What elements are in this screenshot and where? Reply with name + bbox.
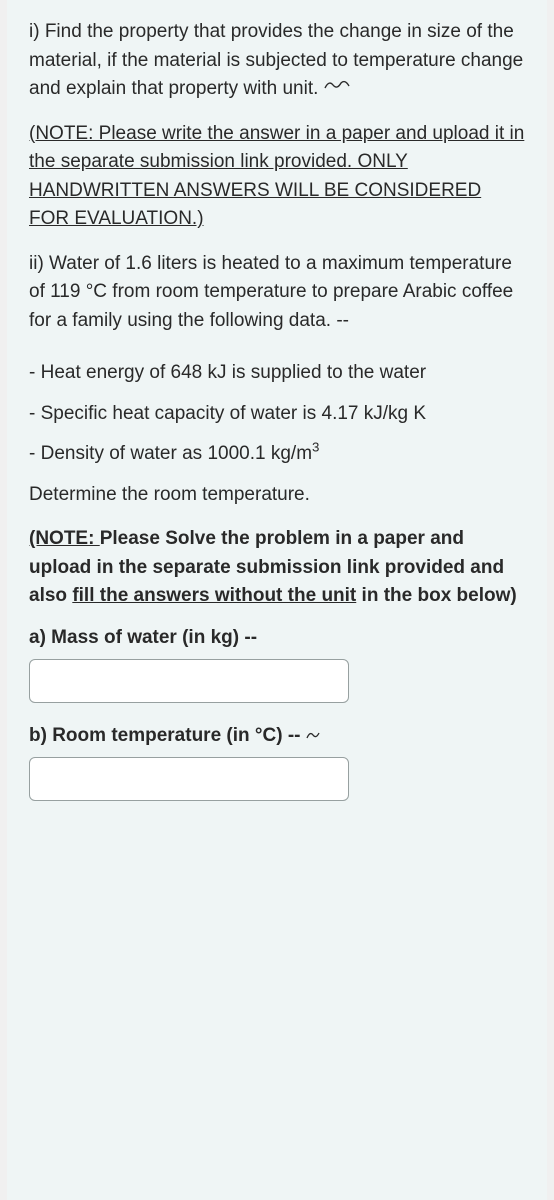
question-ii-intro: ii) Water of 1.6 liters is heated to a m… <box>29 250 525 336</box>
answer-b-label: b) Room temperature (in °C) -- <box>29 725 525 747</box>
note-solve-p3: fill the answers without the unit <box>72 585 356 606</box>
note-solve-p1: (NOTE: <box>29 528 100 549</box>
question-i: i) Find the property that provides the c… <box>29 18 525 104</box>
scribble-icon <box>324 73 352 102</box>
bullet-specific-heat: - Specific heat capacity of water is 4.1… <box>29 400 525 429</box>
question-card: i) Find the property that provides the c… <box>7 0 547 1200</box>
answer-a-input[interactable] <box>29 659 349 703</box>
bullet-heat-energy: - Heat energy of 648 kJ is supplied to t… <box>29 359 525 388</box>
answer-b-label-text: b) Room temperature (in °C) -- <box>29 725 306 746</box>
question-ii-text: ii) Water of 1.6 liters is heated to a m… <box>29 253 513 331</box>
bullet-density-sup: 3 <box>312 440 319 455</box>
bullet-density: - Density of water as 1000.1 kg/m3 <box>29 440 525 469</box>
note-solve-p4: in the box below) <box>356 585 516 606</box>
question-i-text: i) Find the property that provides the c… <box>29 21 523 99</box>
note-handwritten: (NOTE: Please write the answer in a pape… <box>29 120 525 234</box>
note-solve: (NOTE: Please Solve the problem in a pap… <box>29 525 525 611</box>
answer-a-label-text: a) Mass of water (in kg) -- <box>29 627 257 648</box>
scribble-icon <box>306 725 322 747</box>
answer-b-input[interactable] <box>29 757 349 801</box>
determine-line: Determine the room temperature. <box>29 481 525 510</box>
answer-a-label: a) Mass of water (in kg) -- <box>29 627 525 649</box>
bullet-density-text: - Density of water as 1000.1 kg/m <box>29 443 312 464</box>
